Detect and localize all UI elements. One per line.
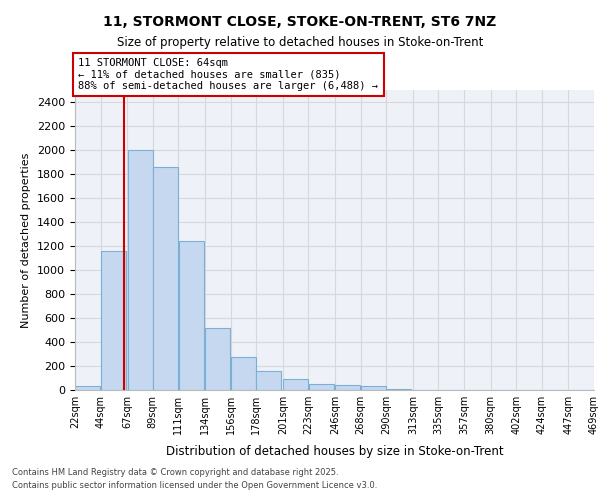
X-axis label: Distribution of detached houses by size in Stoke-on-Trent: Distribution of detached houses by size … bbox=[166, 446, 503, 458]
Text: 11 STORMONT CLOSE: 64sqm
← 11% of detached houses are smaller (835)
88% of semi-: 11 STORMONT CLOSE: 64sqm ← 11% of detach… bbox=[79, 58, 379, 91]
Text: Size of property relative to detached houses in Stoke-on-Trent: Size of property relative to detached ho… bbox=[117, 36, 483, 49]
Bar bbox=[205, 328, 230, 390]
Bar bbox=[101, 251, 126, 390]
Text: 11, STORMONT CLOSE, STOKE-ON-TRENT, ST6 7NZ: 11, STORMONT CLOSE, STOKE-ON-TRENT, ST6 … bbox=[103, 16, 497, 30]
Y-axis label: Number of detached properties: Number of detached properties bbox=[22, 152, 31, 328]
Text: Contains HM Land Registry data © Crown copyright and database right 2025.: Contains HM Land Registry data © Crown c… bbox=[12, 468, 338, 477]
Bar bbox=[335, 386, 361, 390]
Text: Contains public sector information licensed under the Open Government Licence v3: Contains public sector information licen… bbox=[12, 482, 377, 490]
Bar bbox=[75, 386, 100, 390]
Bar bbox=[231, 357, 256, 390]
Bar bbox=[361, 386, 386, 390]
Bar bbox=[256, 372, 281, 390]
Bar bbox=[153, 167, 178, 390]
Bar bbox=[308, 384, 334, 390]
Bar bbox=[128, 150, 152, 390]
Bar bbox=[283, 379, 308, 390]
Bar bbox=[179, 241, 203, 390]
